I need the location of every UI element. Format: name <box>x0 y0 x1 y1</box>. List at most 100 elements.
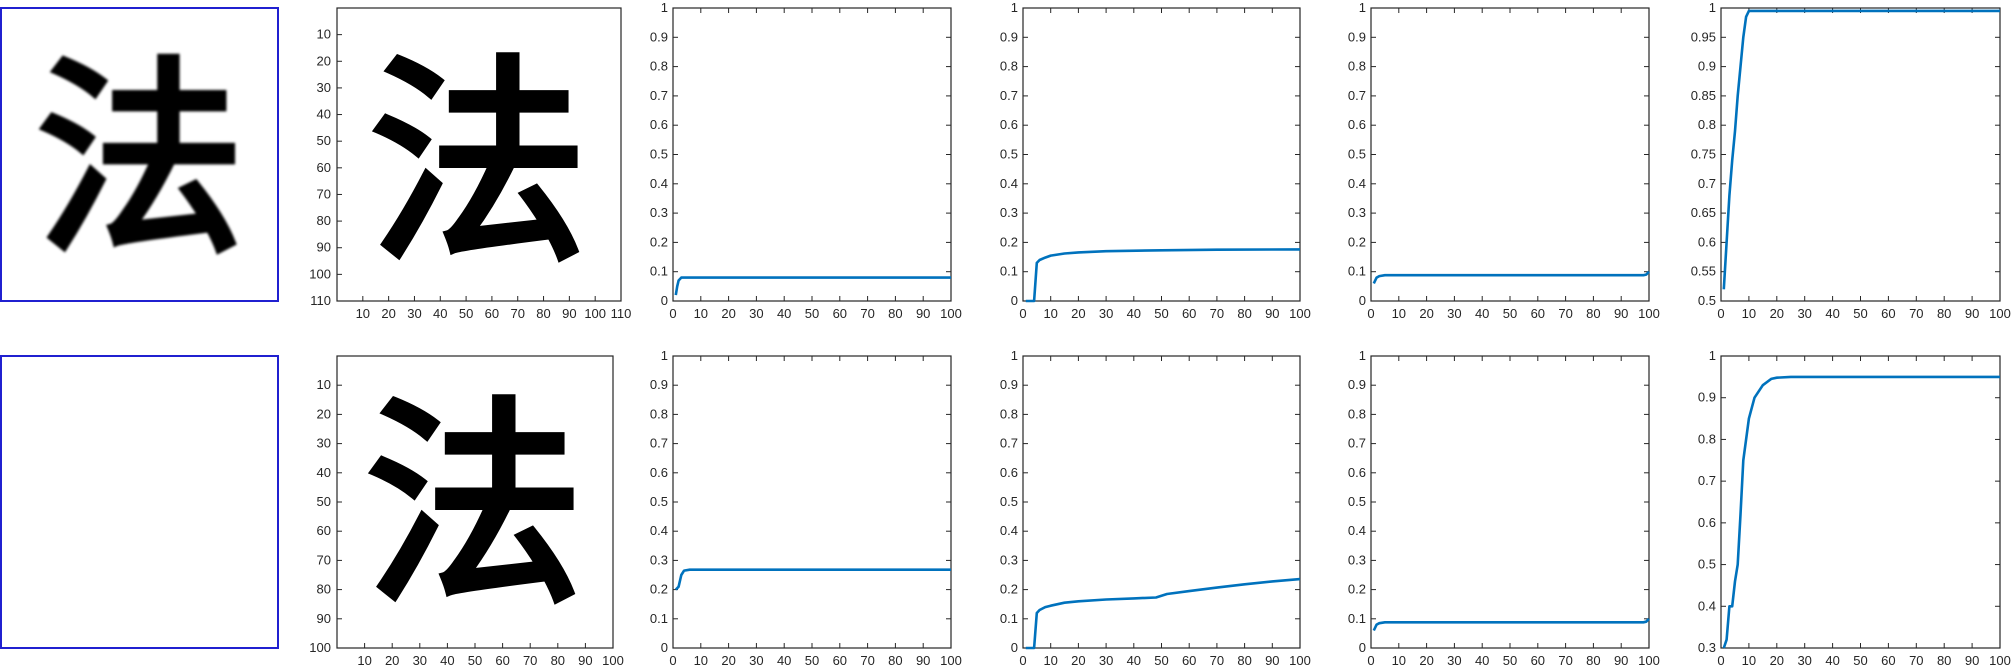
x-tick-label: 20 <box>381 306 395 321</box>
x-tick-label: 50 <box>1503 653 1517 668</box>
line-chart: 0.30.40.50.60.70.80.910 10 20 30 40 50 60 70 80 9… <box>1698 348 2011 668</box>
x-tick-label: 80 <box>888 306 902 321</box>
y-tick-label: 0.4 <box>650 523 668 538</box>
x-tick-label: 70 <box>1558 306 1572 321</box>
x-tick-label: 50 <box>459 306 473 321</box>
x-tick-label: 60 <box>1182 306 1196 321</box>
series-line <box>674 276 951 296</box>
x-tick-label: 20 <box>721 306 735 321</box>
x-tick-label: 50 <box>1503 306 1517 321</box>
y-tick-label: 0.3 <box>1000 552 1018 567</box>
y-tick-label: 0.1 <box>1000 611 1018 626</box>
y-tick-label: 110 <box>310 293 331 308</box>
x-tick-label: 90 <box>578 653 592 668</box>
y-tick-label: 0.9 <box>1698 59 1716 74</box>
y-tick-label: 0.7 <box>1698 473 1716 488</box>
y-tick-label: 50 <box>317 494 331 509</box>
y-tick-label: 0.8 <box>1698 431 1716 446</box>
x-tick-label: 70 <box>510 306 524 321</box>
x-tick-label: 10 <box>1742 306 1756 321</box>
series-line <box>1025 577 1301 650</box>
x-tick-label: 20 <box>1419 306 1433 321</box>
plot-area <box>1370 355 1650 649</box>
x-tick-label: 0 <box>1019 306 1026 321</box>
y-tick-label: 0.55 <box>1691 264 1716 279</box>
line-chart: 00.10.20.30.40.50.60.70.80.910 10 20 30 40 50… <box>1348 0 1660 321</box>
y-tick-label: 0.6 <box>650 117 668 132</box>
y-tick-label: 0.7 <box>1348 436 1366 451</box>
y-tick-label: 100 <box>309 266 331 281</box>
x-tick-label: 30 <box>413 653 427 668</box>
x-tick-label: 40 <box>1127 306 1141 321</box>
y-tick-label: 60 <box>317 160 331 175</box>
y-tick-label: 10 <box>317 377 331 392</box>
y-tick-label: 0.5 <box>1000 494 1018 509</box>
y-tick-label: 0.9 <box>1000 377 1018 392</box>
x-tick-label: 20 <box>721 653 735 668</box>
x-tick-label: 90 <box>916 306 930 321</box>
x-tick-label: 50 <box>805 306 819 321</box>
x-tick-label: 50 <box>805 653 819 668</box>
x-tick-label: 60 <box>485 306 499 321</box>
y-tick-label: 0.85 <box>1691 88 1716 103</box>
x-tick-label: 0 <box>669 306 676 321</box>
x-tick-label: 30 <box>1797 306 1811 321</box>
x-tick-label: 40 <box>1475 653 1489 668</box>
series-line <box>1372 270 1650 284</box>
line-chart: 00.10.20.30.40.50.60.70.80.910 10 20 30 40 50… <box>1348 348 1660 668</box>
y-tick-label: 0.8 <box>650 59 668 74</box>
y-tick-label: 0.9 <box>1348 29 1366 44</box>
y-tick-label: 0.6 <box>1698 515 1716 530</box>
x-tick-label: 80 <box>536 306 550 321</box>
y-tick-label: 30 <box>317 436 331 451</box>
x-tick-label: 30 <box>1447 653 1461 668</box>
y-tick-label: 0.6 <box>1348 117 1366 132</box>
x-tick-label: 50 <box>468 653 482 668</box>
y-tick-label: 1 <box>1011 0 1018 15</box>
x-tick-label: 100 <box>1989 653 2011 668</box>
y-tick-label: 0.4 <box>1000 176 1018 191</box>
y-tick-label: 0.3 <box>1348 205 1366 220</box>
y-tick-label: 0.5 <box>650 494 668 509</box>
binary-image-frame <box>336 7 622 302</box>
y-tick-label: 0.8 <box>1698 117 1716 132</box>
x-tick-label: 70 <box>1558 653 1572 668</box>
x-tick-label: 50 <box>1853 653 1867 668</box>
x-tick-label: 30 <box>1099 653 1113 668</box>
x-tick-label: 100 <box>1289 306 1311 321</box>
x-tick-label: 80 <box>1586 653 1600 668</box>
x-tick-label: 10 <box>1043 653 1057 668</box>
x-tick-label: 40 <box>1825 306 1839 321</box>
y-tick-label: 70 <box>317 552 331 567</box>
x-tick-label: 0 <box>1367 653 1374 668</box>
x-tick-label: 40 <box>1127 653 1141 668</box>
y-tick-label: 0.7 <box>650 436 668 451</box>
x-tick-label: 90 <box>562 306 576 321</box>
line-chart: 00.10.20.30.40.50.60.70.80.910 10 20 30 40 50… <box>650 0 962 321</box>
x-tick-label: 20 <box>1071 653 1085 668</box>
y-tick-label: 0.95 <box>1691 29 1716 44</box>
y-tick-label: 0.6 <box>1348 465 1366 480</box>
y-tick-label: 20 <box>317 406 331 421</box>
x-tick-label: 20 <box>1419 653 1433 668</box>
y-tick-label: 0.2 <box>1348 582 1366 597</box>
y-tick-label: 0.6 <box>1000 117 1018 132</box>
y-tick-label: 0.9 <box>1348 377 1366 392</box>
y-tick-label: 0.8 <box>1000 59 1018 74</box>
binary-character: 法 <box>368 34 588 293</box>
x-tick-label: 70 <box>860 306 874 321</box>
y-tick-label: 0.3 <box>650 205 668 220</box>
y-tick-label: 0.9 <box>1698 390 1716 405</box>
x-tick-label: 10 <box>1742 653 1756 668</box>
y-tick-label: 0.4 <box>1348 176 1366 191</box>
y-tick-label: 0.3 <box>1000 205 1018 220</box>
y-tick-label: 0.3 <box>1348 552 1366 567</box>
x-tick-label: 30 <box>749 653 763 668</box>
x-tick-label: 90 <box>1614 653 1628 668</box>
x-tick-label: 100 <box>1289 653 1311 668</box>
x-tick-label: 70 <box>1909 653 1923 668</box>
y-tick-label: 0.3 <box>1698 640 1716 655</box>
x-tick-label: 100 <box>940 653 962 668</box>
binary-image-axes-top: 法 10 10 20 20 30 30 40 40 50 50 60 60 70 70 80 80 90 90 10… <box>309 7 631 321</box>
x-tick-label: 50 <box>1853 306 1867 321</box>
